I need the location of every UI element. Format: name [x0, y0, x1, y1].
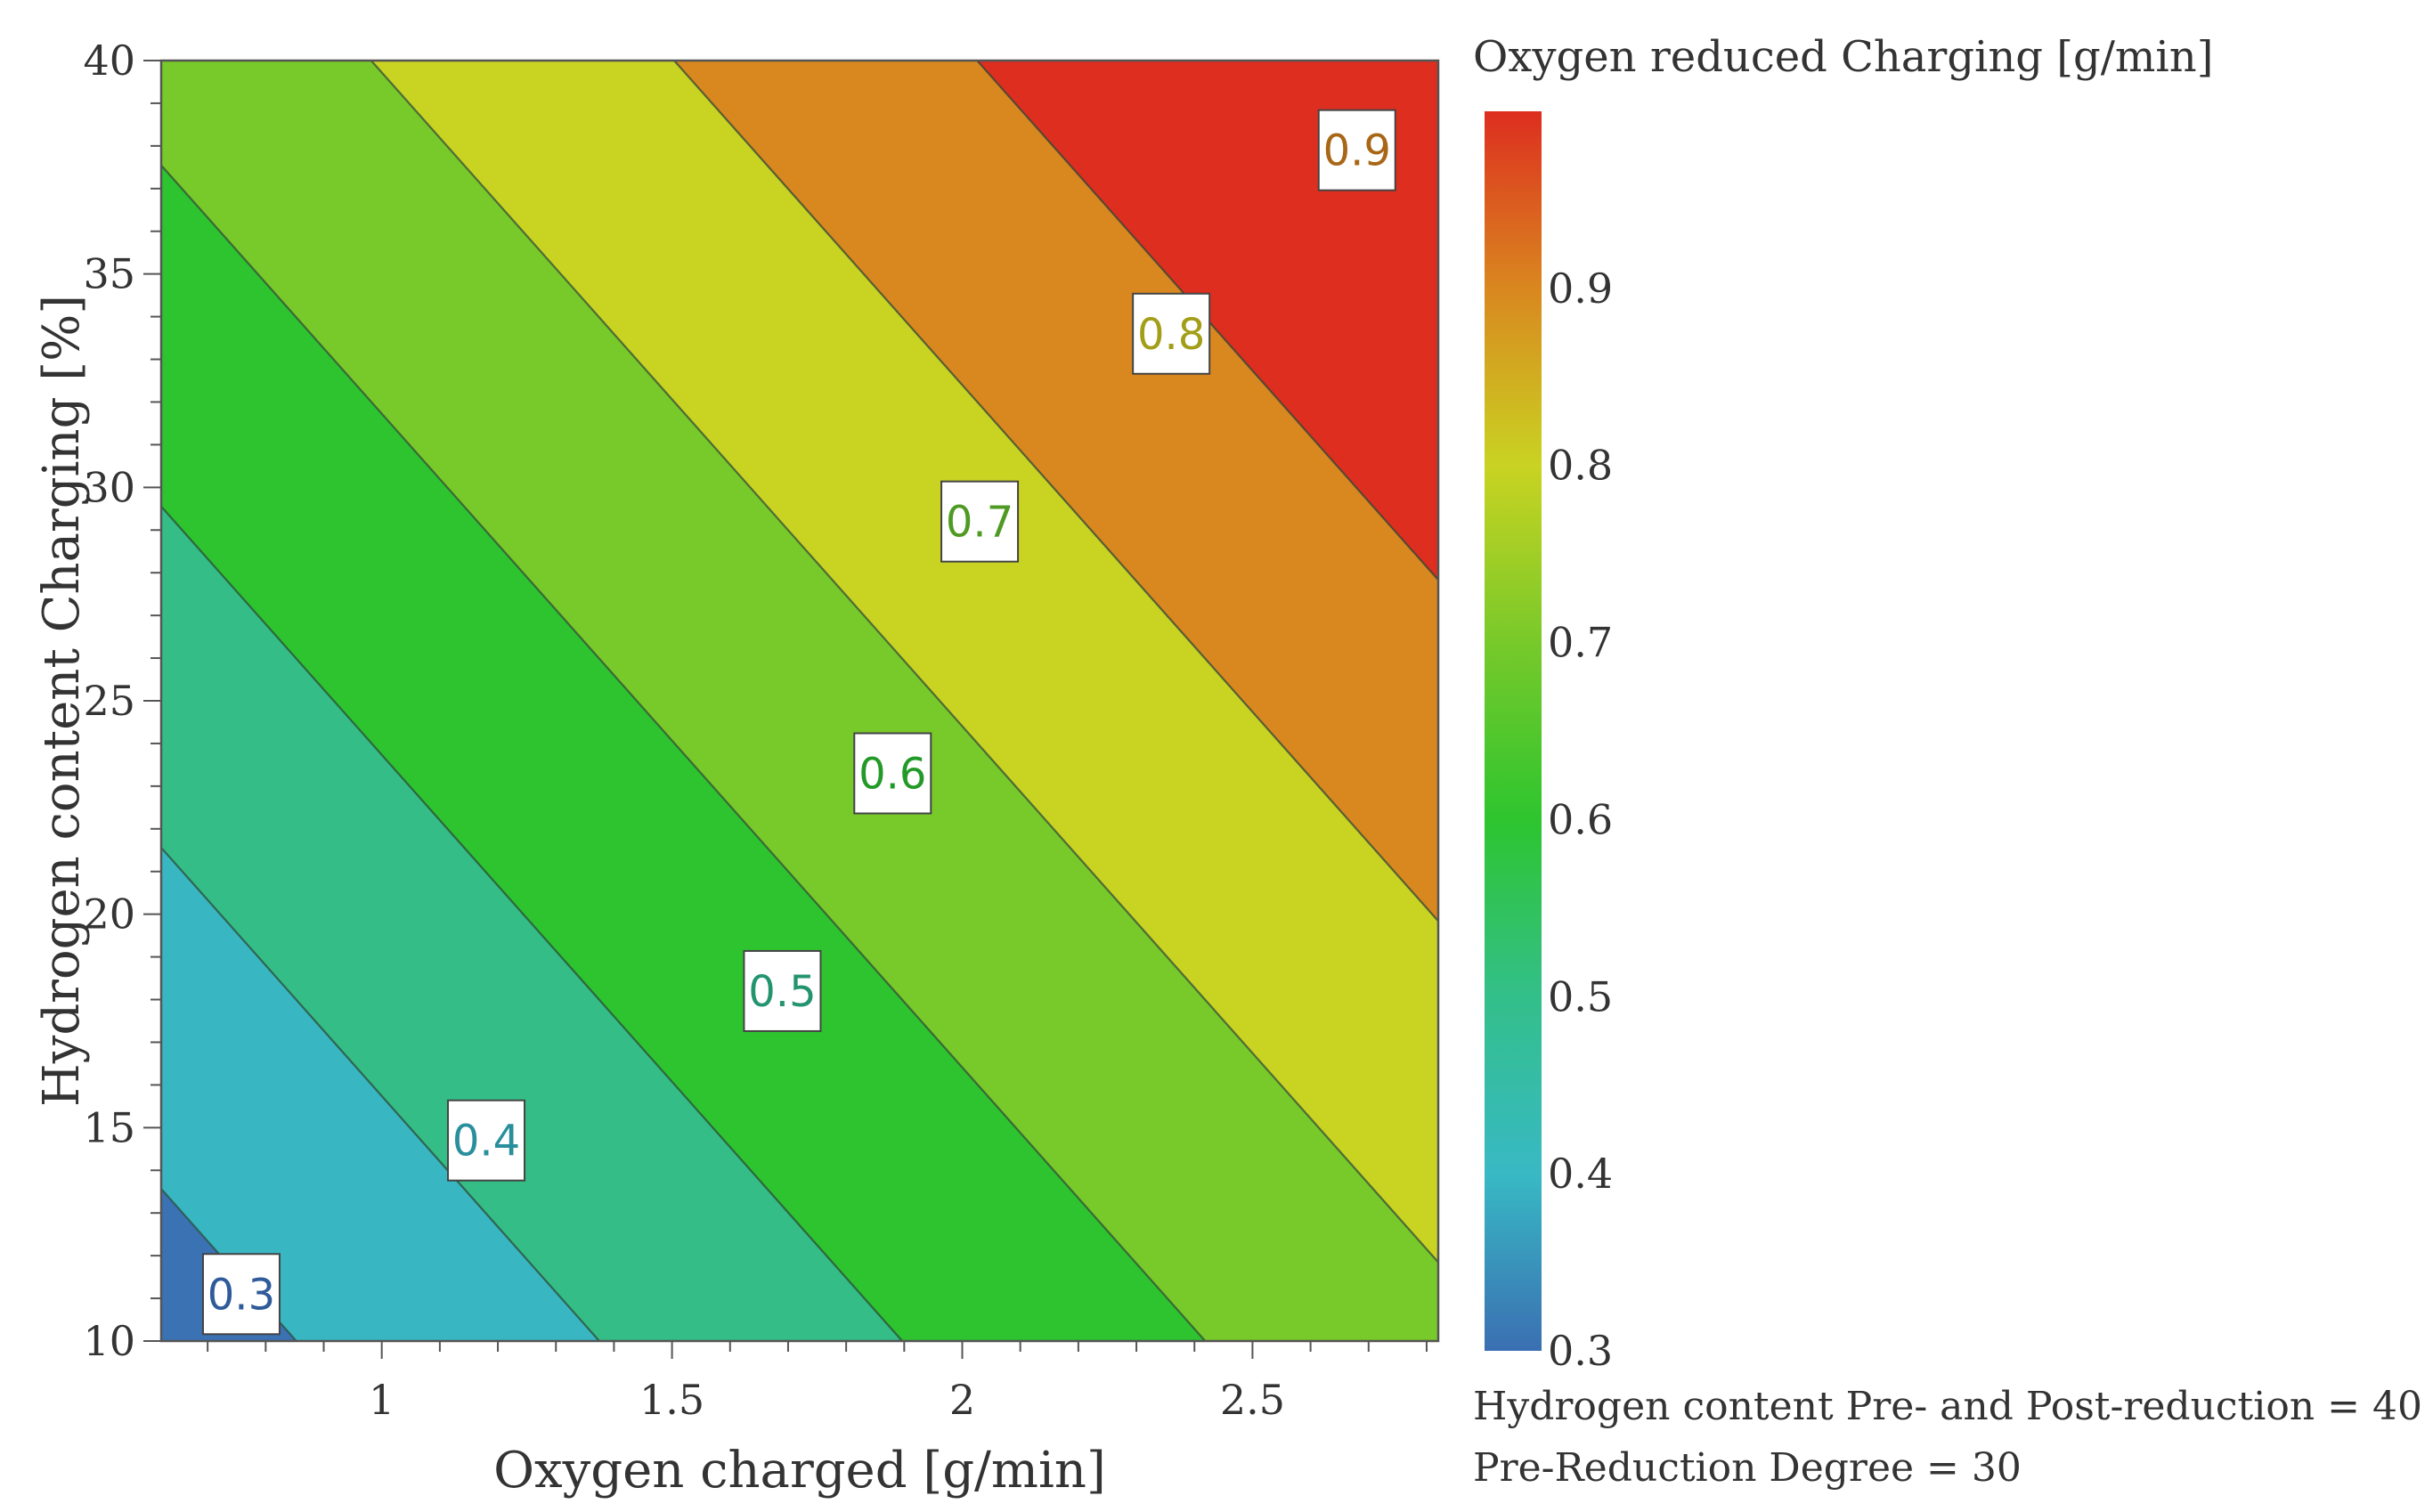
contour-label-box — [1132, 292, 1211, 375]
x-tick-label: 1.5 — [639, 1376, 704, 1424]
contour-line — [160, 847, 600, 1342]
contour-label-text: 0.9 — [1323, 126, 1391, 176]
colorbar-ticks: 0.3 0.4 0.5 0.6 0.7 0.8 0.9 — [1548, 264, 1613, 1375]
contour-line — [673, 60, 1439, 923]
footnote-hydrogen: Hydrogen content Pre- and Post-reduction… — [1473, 1384, 2422, 1429]
y-tick-label: 30 — [83, 463, 135, 511]
contour-label-box — [447, 1099, 526, 1182]
y-axis-ticks: 10 15 20 25 30 35 40 — [83, 37, 161, 1365]
contour-label-box — [201, 1253, 281, 1336]
y-tick-label: 15 — [83, 1103, 135, 1151]
contour-label: 0.7 — [940, 480, 1020, 563]
y-tick-label: 20 — [83, 890, 135, 939]
contour-label-text: 0.5 — [748, 967, 816, 1017]
contour-label-text: 0.4 — [452, 1117, 520, 1167]
contour-label: 0.8 — [1132, 292, 1211, 375]
contour-label: 0.6 — [853, 732, 932, 815]
contour-label-box — [853, 732, 932, 815]
contour-bands — [160, 60, 1439, 1342]
contour-label: 0.4 — [447, 1099, 526, 1182]
colorbar-tick-label: 0.9 — [1548, 264, 1613, 313]
colorbar-tick-label: 0.6 — [1548, 795, 1613, 843]
contour-line — [160, 164, 1207, 1342]
contour-label: 0.5 — [743, 949, 822, 1032]
colorbar-tick-label: 0.3 — [1548, 1327, 1613, 1375]
contour-line — [160, 506, 903, 1342]
contour-label-box — [743, 949, 822, 1032]
y-tick-label: 40 — [83, 37, 135, 85]
colorbar-gradient — [1485, 111, 1542, 1351]
contour-label: 0.3 — [201, 1253, 281, 1336]
contour-label-text: 0.3 — [207, 1270, 275, 1320]
contour-label-box — [940, 480, 1020, 563]
footnote-pre-reduction: Pre-Reduction Degree = 30 — [1473, 1445, 2022, 1491]
contour-label-text: 0.8 — [1137, 310, 1205, 360]
colorbar-tick-label: 0.8 — [1548, 442, 1613, 490]
contour-label-text: 0.6 — [858, 749, 926, 799]
y-tick-label: 35 — [83, 250, 135, 298]
x-axis-ticks: 1 1.5 2 2.5 — [207, 1341, 1428, 1424]
colorbar-title: Oxygen reduced Charging [g/min] — [1473, 32, 2213, 82]
x-tick-label: 1 — [369, 1376, 395, 1424]
x-tick-label: 2 — [949, 1376, 975, 1424]
colorbar-tick-label: 0.5 — [1548, 972, 1613, 1020]
colorbar-tick-label: 0.4 — [1548, 1150, 1613, 1198]
y-axis-title: Hydrogen content Charging [%] — [33, 295, 91, 1107]
y-tick-label: 10 — [83, 1317, 135, 1365]
contour-labels: 0.3 0.4 0.5 0.6 0.7 0.8 0.9 — [201, 109, 1396, 1336]
y-tick-label: 25 — [83, 677, 135, 725]
contour-label-box — [1317, 109, 1396, 191]
contour-line — [370, 60, 1439, 1264]
colorbar-tick-label: 0.7 — [1548, 619, 1613, 667]
contour-label: 0.9 — [1317, 109, 1396, 191]
x-axis-title: Oxygen charged [g/min] — [493, 1442, 1106, 1500]
x-tick-label: 2.5 — [1220, 1376, 1285, 1424]
contour-label-text: 0.7 — [946, 498, 1013, 548]
